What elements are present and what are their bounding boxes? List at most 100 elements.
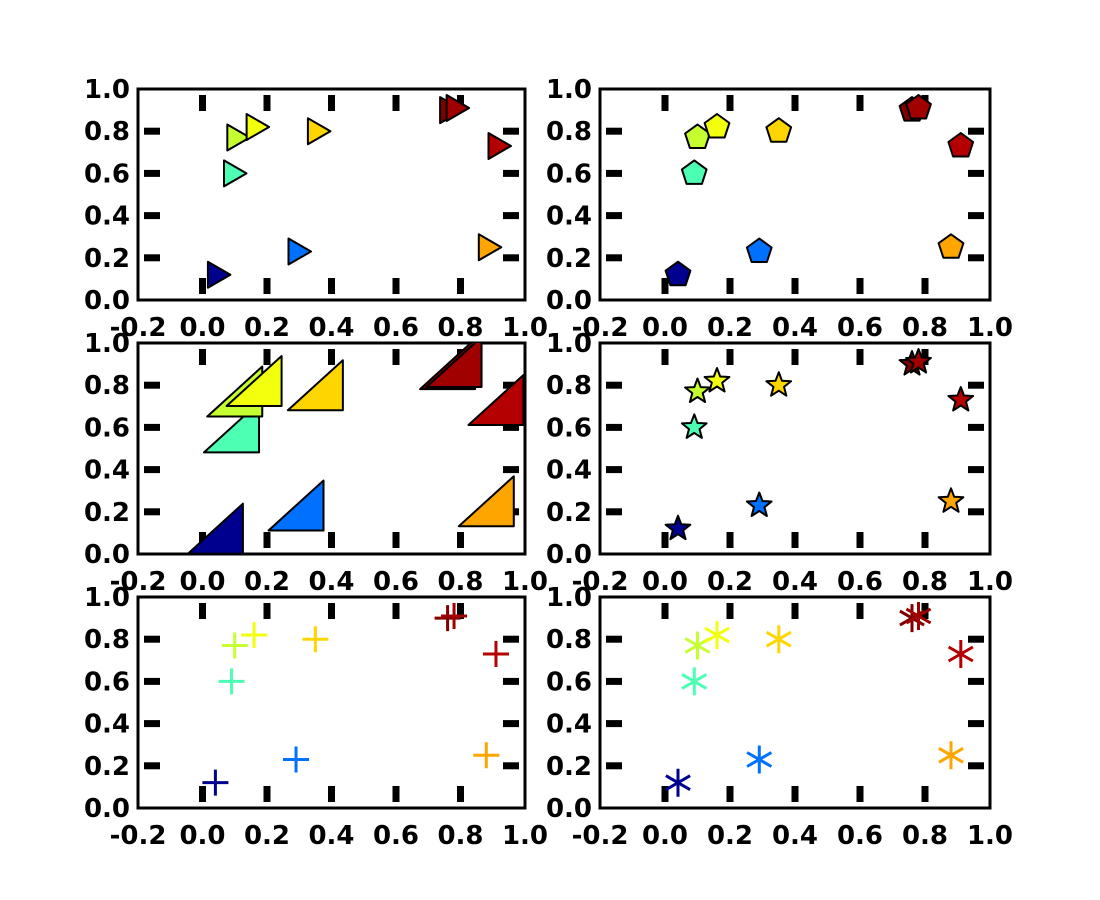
panel-4: -0.2 0.0 0.2 0.4 0.6 0.8 1.00.00.20.40.60.81.0 [546, 329, 1013, 597]
data-point [664, 514, 692, 541]
data-point [664, 260, 692, 287]
panel-1: -0.2 0.0 0.2 0.4 0.6 0.8 1.00.00.20.40.60.81.0 [84, 75, 548, 343]
data-point [745, 491, 773, 517]
markers [664, 348, 975, 541]
data-point [287, 237, 312, 266]
data-point [765, 371, 793, 397]
y-tick-label: 0.8 [546, 625, 592, 655]
y-tick-label: 0.4 [546, 456, 592, 486]
data-point [765, 117, 793, 143]
markers [665, 602, 974, 797]
panel-3: -0.2 0.0 0.2 0.4 0.6 0.8 1.00.00.20.40.60.81.0 [84, 329, 548, 597]
y-tick-label: 0.4 [84, 456, 130, 486]
y-tick-label: 0.2 [84, 752, 130, 782]
data-point [937, 487, 965, 513]
axes-frame [598, 87, 992, 302]
data-point [765, 625, 792, 654]
x-tick-label: 0.6 [837, 567, 883, 597]
y-tick-label: 0.2 [546, 498, 592, 528]
y-tick-label: 0.8 [546, 371, 592, 401]
data-point [434, 605, 461, 632]
y-tick-label: 1.0 [546, 75, 592, 105]
data-point [225, 354, 283, 407]
data-point [704, 621, 730, 649]
data-point [202, 769, 229, 796]
data-point [477, 233, 503, 262]
data-point [226, 123, 251, 152]
data-point [938, 741, 964, 770]
data-point [283, 746, 310, 773]
x-tick-label: 0.6 [373, 821, 419, 851]
data-point [467, 373, 525, 426]
axes-frame [598, 595, 992, 810]
x-tick-label: 0.8 [902, 821, 948, 851]
data-point [487, 132, 512, 160]
data-point [267, 479, 325, 532]
x-tick-label: 0.6 [373, 567, 419, 597]
data-point [745, 237, 773, 263]
x-tick-label: 1.0 [502, 821, 548, 851]
x-tick-label: 0.6 [373, 313, 419, 343]
x-tick-label: 0.8 [902, 567, 948, 597]
y-tick-label: 0.4 [546, 202, 592, 232]
data-point [186, 502, 244, 554]
data-point [223, 159, 248, 188]
y-tick-label: 0.0 [546, 794, 592, 824]
x-tick-label: 0.6 [837, 313, 883, 343]
data-point [703, 367, 731, 393]
y-tick-label: 0.4 [84, 202, 130, 232]
data-point [684, 377, 711, 403]
data-point [241, 621, 268, 648]
x-tick-label: 0.4 [308, 567, 354, 597]
x-tick-label: 1.0 [502, 567, 548, 597]
x-tick-label: 0.8 [437, 313, 483, 343]
x-tick-label: 0.0 [642, 567, 688, 597]
data-point [684, 631, 711, 660]
x-tick-label: 0.4 [772, 313, 818, 343]
data-point [286, 359, 344, 412]
data-point [206, 260, 232, 289]
x-tick-label: 0.0 [642, 821, 688, 851]
x-tick-label: 0.4 [308, 821, 354, 851]
markers [186, 343, 525, 554]
markers [202, 602, 509, 796]
x-tick-label: 1.0 [502, 313, 548, 343]
y-tick-label: 0.0 [84, 540, 130, 570]
x-tick-label: 0.0 [179, 313, 225, 343]
x-tick-label: 0.4 [772, 821, 818, 851]
x-tick-label: 0.0 [179, 567, 225, 597]
panel-2: -0.2 0.0 0.2 0.4 0.6 0.8 1.00.00.20.40.60.81.0 [546, 75, 1013, 343]
y-tick-label: 0.6 [84, 667, 130, 697]
y-tick-label: 0.2 [546, 752, 592, 782]
data-point [245, 113, 271, 141]
y-tick-label: 0.2 [84, 244, 130, 274]
y-tick-label: 0.8 [84, 371, 130, 401]
data-point [473, 742, 500, 769]
y-tick-label: 0.6 [84, 159, 130, 189]
data-point [947, 386, 975, 412]
x-tick-label: -0.2 [110, 313, 167, 343]
data-point [703, 113, 731, 139]
y-tick-label: 0.6 [546, 159, 592, 189]
y-tick-label: 0.2 [546, 244, 592, 274]
y-tick-label: 0.6 [84, 413, 130, 443]
data-point [302, 626, 329, 653]
y-tick-label: 1.0 [84, 583, 130, 613]
markers [664, 94, 975, 287]
y-tick-label: 0.8 [84, 117, 130, 147]
data-point [457, 475, 515, 528]
axes-frame [136, 341, 527, 556]
y-tick-label: 0.0 [546, 540, 592, 570]
axes-frame [136, 87, 527, 302]
data-point [221, 632, 248, 659]
data-point [681, 667, 708, 696]
data-point [445, 94, 471, 122]
y-tick-label: 1.0 [84, 329, 130, 359]
axes-frame [136, 595, 527, 810]
data-point [905, 348, 932, 374]
x-tick-label: 0.2 [707, 567, 753, 597]
data-point [937, 233, 965, 259]
x-tick-label: -0.2 [572, 313, 629, 343]
markers [206, 94, 512, 289]
